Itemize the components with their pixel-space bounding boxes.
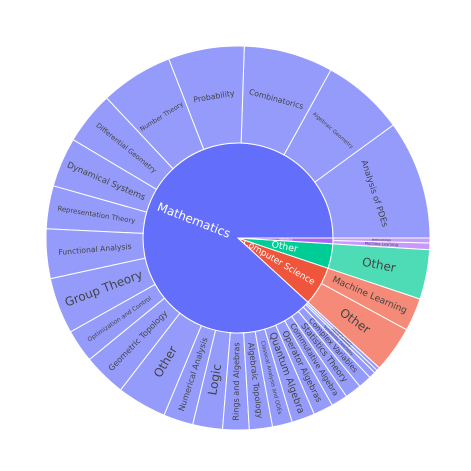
sector-label: Machine Learning: [365, 242, 399, 247]
sector-label: Methodology: [372, 238, 392, 242]
sector-label: Other: [271, 239, 299, 255]
sector-label: Other: [361, 255, 397, 275]
sector: [332, 237, 431, 244]
sector-label: Statistics: [279, 237, 293, 241]
sector-label: Logic: [205, 363, 224, 396]
sector-label: Rings and Algebras: [231, 342, 242, 420]
